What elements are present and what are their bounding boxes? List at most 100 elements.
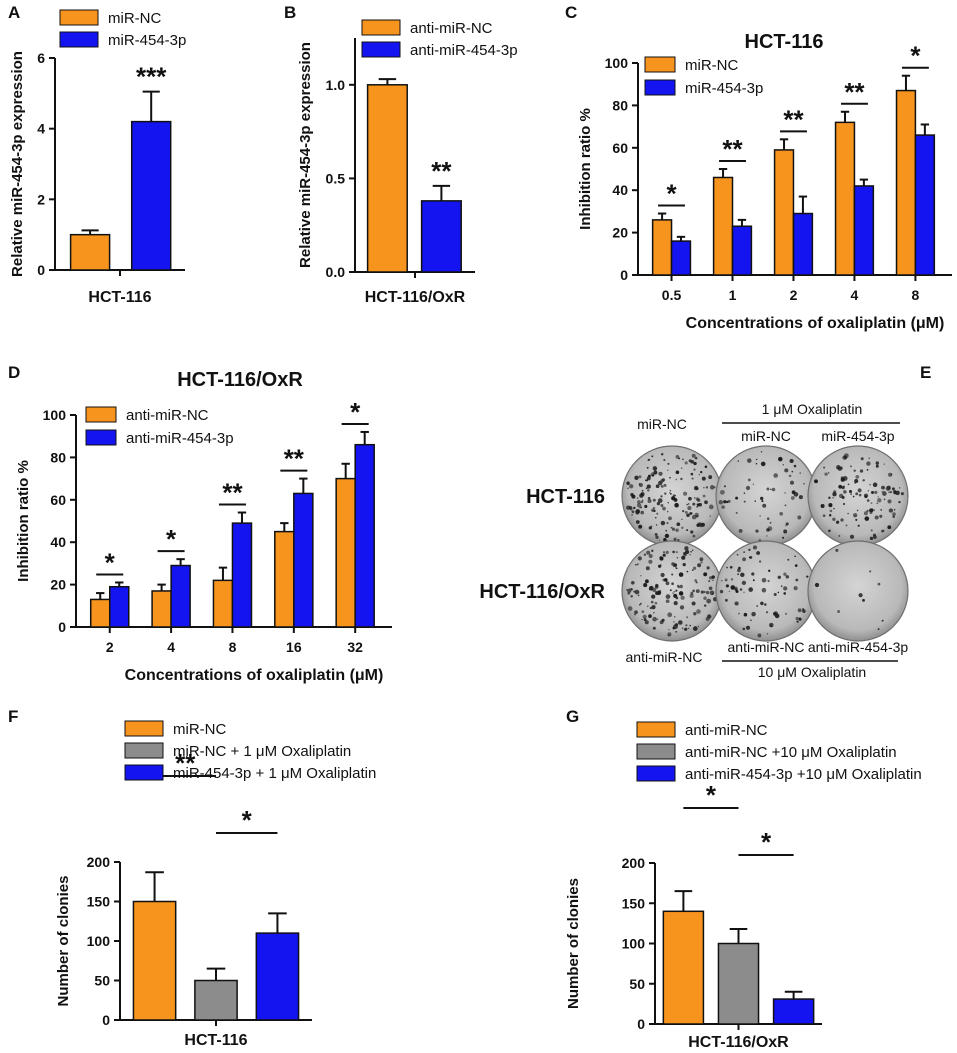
- colony-dot: [876, 502, 879, 505]
- colony-dot: [669, 492, 672, 495]
- significance-marker: *: [350, 397, 361, 427]
- colony-dot: [802, 609, 806, 613]
- colony-dot: [845, 524, 848, 527]
- colony-dot: [696, 523, 700, 527]
- colony-dot: [869, 536, 874, 541]
- colony-dot: [675, 455, 680, 459]
- colony-dot: [755, 462, 758, 465]
- colony-dot: [770, 488, 772, 491]
- colony-dot: [685, 624, 688, 627]
- colony-dot: [721, 505, 725, 509]
- colony-dot: [761, 577, 767, 583]
- colony-dot: [693, 626, 698, 631]
- colony-dot: [892, 512, 896, 516]
- legend-label: anti-miR-NC: [126, 407, 209, 424]
- colony-dot: [806, 575, 809, 578]
- panel-a: A 0 2 4 6 Relative miR-454-3p expression HCT-1…: [8, 3, 186, 306]
- colony-dot: [777, 591, 780, 594]
- bar-0: [366, 84, 408, 273]
- colony-dot: [760, 496, 764, 501]
- colony-dot: [697, 498, 701, 502]
- colony-dot: [718, 500, 724, 505]
- colony-dot: [672, 592, 674, 594]
- colony-dot: [683, 491, 688, 496]
- colony-dot: [641, 618, 643, 621]
- colony-dot: [893, 489, 897, 493]
- colony-dot: [688, 496, 692, 501]
- colony-dot: [679, 584, 683, 589]
- legend-swatch: [85, 406, 117, 423]
- colony-dot: [686, 616, 689, 619]
- colony-dot: [678, 572, 684, 577]
- colony-dot: [678, 620, 683, 625]
- colony-dot: [652, 498, 656, 502]
- colony-dot: [663, 578, 668, 582]
- y-tick-label: 4: [37, 121, 45, 137]
- colony-dot: [684, 627, 688, 631]
- colony-dot: [640, 510, 645, 515]
- bar-1-4: [354, 443, 375, 628]
- colony-dot: [665, 529, 668, 532]
- legend-swatch: [361, 41, 401, 58]
- x-tick-label: 8: [229, 639, 237, 655]
- colony-dot: [639, 507, 641, 509]
- colony-dot: [676, 522, 681, 527]
- y-tick-label: 100: [622, 936, 646, 952]
- colony-dot: [672, 494, 676, 497]
- colony-dot: [869, 570, 872, 573]
- colony-dot: [759, 515, 761, 517]
- colony-dot: [686, 529, 689, 532]
- top-column-label: miR-NC: [741, 428, 791, 444]
- colony-dot: [877, 498, 882, 503]
- colony-dot: [649, 477, 651, 479]
- colony-dot: [756, 551, 761, 555]
- colony-dot: [777, 575, 781, 579]
- colony-dot: [636, 503, 642, 508]
- y-tick-label: 0: [102, 1012, 110, 1028]
- significance-marker: *: [761, 827, 772, 857]
- x-axis-label: HCT-116/OxR: [365, 289, 466, 306]
- culture-dish: [807, 540, 909, 642]
- colony-dot: [729, 565, 733, 569]
- panel-label: B: [284, 3, 296, 22]
- panel-c: C 0 20 40 60 80 100 Inhibition ratio % HCT-116 Co…: [565, 3, 952, 332]
- row-label: HCT-116: [526, 486, 605, 508]
- colony-dot: [669, 492, 671, 494]
- colony-dot: [681, 627, 684, 630]
- colony-dot: [646, 550, 651, 555]
- colony-dot: [650, 472, 655, 477]
- colony-dot: [652, 626, 656, 630]
- colony-dot: [849, 465, 853, 468]
- colony-dot: [689, 593, 694, 599]
- colony-dot: [635, 520, 640, 524]
- colony-dot: [750, 619, 752, 622]
- colony-dot: [791, 470, 794, 473]
- colony-dot: [795, 578, 799, 582]
- colony-dot: [883, 463, 886, 465]
- colony-dot: [692, 566, 697, 570]
- colony-dot: [667, 612, 673, 618]
- colony-dot: [676, 556, 679, 559]
- colony-dot: [843, 490, 847, 494]
- colony-dot: [666, 521, 669, 525]
- bar-1-2: [792, 212, 814, 276]
- colony-dot: [644, 620, 649, 625]
- colony-dot: [703, 596, 707, 600]
- panel-d: D 0 20 40 60 80 100 Inhibition ratio % HCT-116/O…: [8, 363, 392, 684]
- legend-swatch: [59, 31, 99, 48]
- y-tick-label: 150: [87, 894, 111, 910]
- colony-dot: [696, 505, 699, 508]
- colony-dot: [659, 590, 662, 592]
- colony-dot: [665, 581, 670, 586]
- significance-marker: *: [105, 547, 116, 577]
- colony-dot: [660, 495, 663, 498]
- colony-dot: [789, 480, 795, 485]
- colony-dot: [760, 451, 763, 453]
- colony-dot: [655, 517, 657, 519]
- colony-dot: [690, 530, 694, 534]
- colony-dot: [631, 581, 635, 585]
- y-tick-label: 60: [612, 140, 628, 156]
- colony-dot: [641, 610, 645, 614]
- colony-dot: [794, 564, 798, 567]
- colony-dot: [636, 563, 639, 566]
